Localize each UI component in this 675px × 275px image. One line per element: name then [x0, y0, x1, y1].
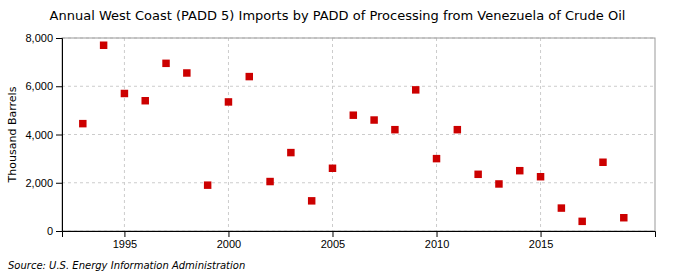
x-tick: 1995	[113, 231, 137, 250]
y-tick: 8,000	[25, 32, 62, 44]
x-grid-line	[540, 38, 541, 231]
y-tick-label: 6,000	[25, 80, 53, 92]
point	[204, 181, 211, 188]
y-tick-mark	[56, 231, 62, 232]
x-tick-label: 2010	[425, 238, 449, 250]
point	[308, 197, 315, 204]
y-tick-mark	[56, 38, 62, 39]
y-grid-line	[62, 86, 655, 87]
y-tick: 0	[47, 225, 62, 237]
point	[79, 120, 86, 127]
x-tick-label: 2000	[217, 238, 241, 250]
y-tick-mark	[56, 183, 62, 184]
y-tick-mark	[56, 135, 62, 136]
x-tick-mark	[437, 231, 438, 237]
grid	[62, 38, 655, 231]
point	[370, 116, 377, 123]
x-tick-mark	[228, 231, 229, 237]
point	[578, 218, 585, 225]
y-tick-label: 4,000	[25, 129, 53, 141]
point	[183, 69, 190, 76]
points	[79, 41, 627, 225]
point	[599, 159, 606, 166]
point	[433, 155, 440, 162]
x-tick: 2005	[321, 231, 345, 250]
point	[391, 126, 398, 133]
y-axis: 0 2,000 4,000 6,000 8,000	[25, 32, 62, 237]
point	[558, 204, 565, 211]
y-grid-line	[62, 182, 655, 183]
y-tick-label: 8,000	[25, 32, 53, 44]
y-tick: 2,000	[25, 177, 62, 189]
point	[412, 86, 419, 93]
x-tick-mark	[332, 231, 333, 237]
x-tick-label: 1995	[113, 238, 137, 250]
x-tick-mark	[541, 231, 542, 237]
point	[121, 90, 128, 97]
plot-frame	[62, 38, 655, 231]
y-tick-label: 0	[47, 225, 53, 237]
x-tick: 2010	[425, 231, 449, 250]
source: Source: U.S. Energy Information Administ…	[8, 260, 245, 271]
y-tick: 6,000	[25, 80, 62, 92]
x-tick-label: 2005	[321, 238, 345, 250]
point	[620, 214, 627, 221]
chart: 1995 2000 2005 2010 2015 0 2,000 4,000 6,000 8,00…	[0, 0, 675, 275]
x-axis-line	[63, 232, 656, 238]
x-tick: 2000	[217, 231, 241, 250]
point	[329, 165, 336, 172]
point	[454, 126, 461, 133]
y-axis-line	[56, 39, 63, 232]
point	[495, 180, 502, 187]
point	[350, 111, 357, 118]
y-grid-line	[62, 134, 655, 135]
x-axis: 1995 2000 2005 2010 2015	[63, 231, 656, 250]
point	[266, 178, 273, 185]
point	[246, 73, 253, 80]
x-tick-label: 2015	[529, 238, 553, 250]
title: Annual West Coast (PADD 5) Imports by PA…	[50, 8, 626, 23]
y-tick-mark	[56, 86, 62, 87]
x-tick-mark	[124, 231, 125, 237]
point	[474, 171, 481, 178]
y-axis-title: Thousand Barrels	[6, 86, 19, 183]
y-tick-label: 2,000	[25, 177, 53, 189]
point	[537, 173, 544, 180]
point	[141, 97, 148, 104]
plot: 1995 2000 2005 2010 2015 0 2,000 4,000 6,000 8,00…	[25, 32, 655, 250]
point	[162, 60, 169, 67]
point	[287, 149, 294, 156]
x-grid-line	[228, 38, 229, 231]
y-tick: 4,000	[25, 129, 62, 141]
point	[225, 98, 232, 105]
point	[100, 41, 107, 48]
x-tick: 2015	[529, 231, 553, 250]
point	[516, 167, 523, 174]
